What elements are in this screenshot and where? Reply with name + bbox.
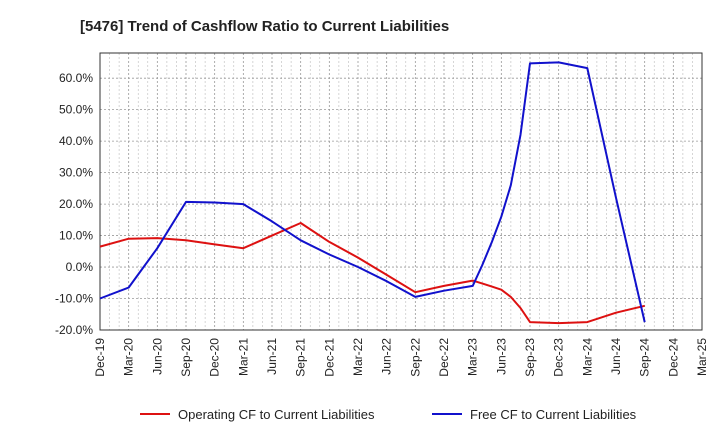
x-tick-label: Dec-20 [208, 338, 222, 377]
series-line-1 [99, 222, 645, 325]
chart-title: [5476] Trend of Cashflow Ratio to Curren… [80, 18, 449, 35]
y-tick-label: 40.0% [59, 134, 93, 148]
x-tick-label: Dec-19 [93, 338, 107, 377]
x-tick-label: Jun-23 [494, 338, 508, 375]
plot-area: -20.0% -10.0% 0.0% 10.0% 20.0% 30.0% 40.0% 50.0… [55, 52, 709, 377]
x-tick-label: Sep-22 [408, 338, 422, 377]
x-tick-label: Mar-20 [122, 338, 136, 376]
y-tick-label: 10.0% [59, 229, 93, 243]
y-tick-label: -10.0% [55, 292, 93, 306]
x-tick-label: Dec-21 [322, 338, 336, 377]
x-tick-label: Sep-23 [523, 338, 537, 377]
x-tick-label: Dec-23 [552, 338, 566, 377]
x-tick-label: Jun-22 [380, 338, 394, 375]
x-tick-label: Mar-21 [236, 338, 250, 376]
y-tick-label: 50.0% [59, 103, 93, 117]
x-tick-label: Dec-22 [437, 338, 451, 377]
x-tick-label: Mar-25 [695, 338, 709, 376]
x-tick-label: Mar-24 [580, 338, 594, 376]
legend-label-2: Free CF to Current Liabilities [470, 407, 637, 422]
y-tick-label: 0.0% [66, 260, 94, 274]
plot-frame [99, 52, 703, 331]
legend-label-1: Operating CF to Current Liabilities [178, 407, 375, 422]
series-line-2 [99, 61, 646, 323]
x-tick-label: Mar-23 [466, 338, 480, 376]
x-tick-label: Dec-24 [666, 338, 680, 377]
y-tick-label: -20.0% [55, 323, 93, 337]
x-tick-label: Jun-21 [265, 338, 279, 375]
y-tick-label: 30.0% [59, 166, 93, 180]
x-tick-label: Mar-22 [351, 338, 365, 376]
x-tick-label: Sep-21 [294, 338, 308, 377]
x-tick-label: Jun-24 [609, 338, 623, 375]
x-tick-label: Jun-20 [150, 338, 164, 375]
x-tick-label: Sep-20 [179, 338, 193, 377]
x-tick-label: Sep-24 [638, 338, 652, 377]
legend: Operating CF to Current Liabilities Free … [140, 407, 637, 422]
y-tick-label: 20.0% [59, 197, 93, 211]
y-tick-label: 60.0% [59, 71, 93, 85]
